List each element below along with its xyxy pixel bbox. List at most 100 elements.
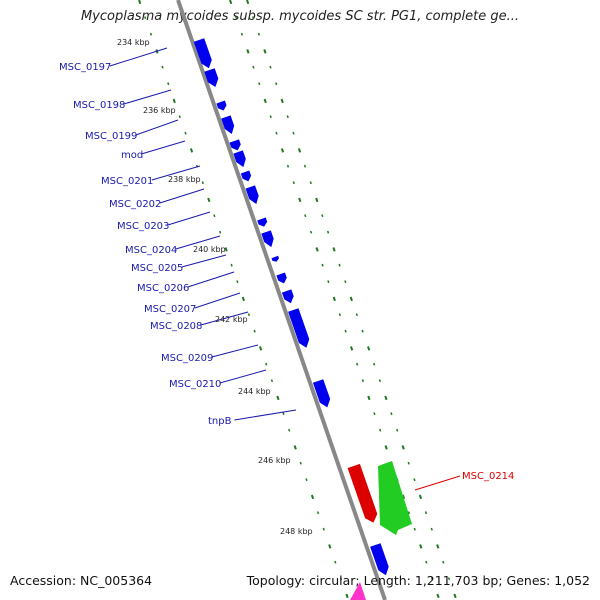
tick-track-dots: [144, 16, 147, 20]
outer-track-dots: [275, 82, 278, 86]
tick-track-dots: [316, 511, 320, 515]
tick-track-dots: [218, 230, 222, 234]
tick-track-dots: [167, 82, 170, 86]
gene-arrow[interactable]: [276, 272, 287, 284]
gene-arrow[interactable]: [240, 170, 252, 182]
inner-track-dots: [321, 263, 324, 267]
gene-arrow[interactable]: [193, 38, 212, 69]
outer-track-dots: [453, 593, 457, 599]
tick-track-dots: [253, 329, 256, 333]
tick-track-dots: [241, 296, 245, 302]
inner-track-dots: [384, 445, 388, 450]
inner-track-dots: [258, 82, 261, 86]
inner-track-dots: [315, 247, 319, 252]
outer-track-dots: [315, 197, 319, 203]
outer-track-dots: [344, 280, 347, 284]
outer-track-dots: [384, 395, 388, 401]
tick-track-dots: [230, 263, 233, 267]
tick-track-dots: [293, 445, 297, 450]
inner-track-dots: [350, 346, 354, 351]
gene-arrow[interactable]: [204, 68, 219, 87]
gene-label: MSC_0197: [59, 62, 111, 73]
leader-line: [194, 292, 241, 309]
gene-arrow[interactable]: [281, 289, 294, 304]
inner-track-dots: [419, 544, 423, 549]
tick-track-dots: [172, 98, 176, 104]
leader-line: [109, 47, 168, 67]
gene-label: MSC_0209: [161, 353, 213, 364]
outer-track-dots: [297, 148, 302, 153]
tick-track-dots: [282, 412, 285, 416]
tick-track-dots: [334, 560, 337, 564]
tick-track-dots: [328, 544, 332, 549]
gene-arrow-partial[interactable]: [350, 582, 366, 600]
outer-track-dots: [269, 65, 272, 69]
tick-track-dots: [138, 0, 142, 5]
gene-arrow[interactable]: [216, 100, 227, 111]
tick-label: 246 kbp: [258, 456, 291, 465]
tick-track-dots: [305, 478, 308, 482]
inner-track-dots: [430, 577, 434, 581]
tick-track-dots: [213, 214, 216, 218]
outer-track-dots: [257, 32, 261, 36]
gene-arrow[interactable]: [257, 217, 268, 227]
tick-track-dots: [310, 494, 315, 500]
leader-line: [211, 344, 259, 358]
gene-label: MSC_0208: [150, 321, 202, 332]
gene-label: MSC_0204: [125, 245, 177, 256]
inner-track-dots: [263, 98, 267, 104]
inner-track-dots: [425, 560, 428, 564]
gene-arrow[interactable]: [233, 150, 246, 168]
gene-arrow[interactable]: [229, 139, 241, 151]
inner-track-dots: [338, 313, 341, 317]
gene-label: mod: [121, 150, 143, 161]
outer-track-dots: [326, 230, 330, 234]
tick-track-dots: [247, 313, 251, 317]
outer-track-dots: [246, 0, 250, 5]
tick-track-dots: [207, 197, 211, 203]
inner-track-dots: [332, 296, 336, 302]
gene-arrow[interactable]: [221, 115, 235, 134]
tick-track-dots: [161, 65, 164, 69]
outer-track-dots: [436, 544, 440, 549]
inner-track-dots: [379, 428, 382, 432]
gene-label: MSC_0199: [85, 131, 137, 142]
highlight-gene-label: MSC_0214: [462, 471, 514, 482]
tick-label: 234 kbp: [117, 38, 150, 47]
gene-arrow[interactable]: [288, 308, 310, 348]
gene-arrow[interactable]: [245, 185, 259, 204]
inner-track-dots: [373, 412, 376, 416]
inner-track-dots: [309, 230, 313, 234]
leader-line: [159, 188, 205, 204]
inner-track-dots: [407, 511, 411, 515]
outer-track-dots: [407, 461, 410, 465]
tick-track-dots: [236, 280, 239, 284]
tick-label: 242 kbp: [215, 315, 248, 324]
outer-track-dots: [396, 428, 399, 432]
highlight-gene-arrow[interactable]: [347, 463, 378, 523]
gene-label: MSC_0207: [144, 304, 196, 315]
inner-track-dots: [269, 115, 272, 119]
tick-track-dots: [201, 181, 204, 185]
inner-track-dots: [356, 362, 359, 366]
gene-arrow[interactable]: [370, 543, 389, 576]
leader-line: [135, 119, 179, 136]
outer-track-dots: [378, 379, 382, 383]
tick-label: 244 kbp: [238, 387, 271, 396]
map-title: Mycoplasma mycoides subsp. mycoides SC s…: [80, 9, 520, 24]
gene-arrow[interactable]: [312, 379, 331, 408]
gene-arrow[interactable]: [271, 255, 280, 262]
inner-track-dots: [292, 181, 295, 185]
tick-track-dots: [184, 131, 187, 135]
gene-arrow[interactable]: [261, 230, 274, 248]
outer-track-dots: [401, 445, 405, 450]
outer-track-dots: [424, 511, 428, 515]
reverse-gene-arrow[interactable]: [378, 461, 412, 535]
tick-track-dots: [259, 346, 263, 351]
outer-track-dots: [355, 313, 358, 317]
inner-track-dots: [413, 527, 416, 531]
leader-line: [123, 89, 172, 105]
inner-track-dots: [252, 65, 255, 69]
outer-track-dots: [430, 527, 433, 531]
